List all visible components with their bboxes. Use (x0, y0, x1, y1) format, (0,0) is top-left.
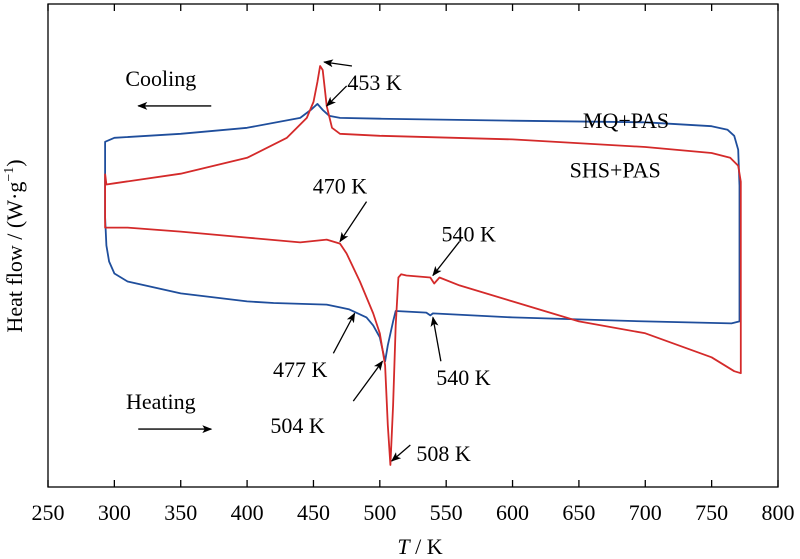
x-tick-label: 400 (231, 500, 264, 525)
x-tick-label: 450 (297, 500, 330, 525)
annotation-label: 540 K (442, 222, 497, 247)
annotation-label: 453 K (347, 70, 402, 95)
annotation-label: 540 K (436, 365, 491, 390)
y-axis-title-main: Heat flow / (W·g (2, 182, 27, 333)
x-tick-label: 500 (363, 500, 396, 525)
cooling-label: Cooling (125, 66, 196, 91)
annotation-label: 470 K (313, 174, 368, 199)
annotation-arrow (332, 312, 356, 354)
annotation-arrow (432, 241, 460, 277)
annotation-arrow (352, 360, 384, 402)
x-tick-label: 700 (629, 500, 662, 525)
annotation-label: 477 K (273, 357, 328, 382)
x-tick-label: 550 (430, 500, 463, 525)
series-layer (104, 65, 742, 466)
legend-label-mq-pas: MQ+PAS (583, 108, 669, 133)
series-shs-pas-line (104, 65, 742, 466)
plot-border (47, 3, 779, 488)
x-tick-label: 750 (695, 500, 728, 525)
legend-label-shs-pas: SHS+PAS (570, 158, 661, 183)
annotation-layer: 453 K 470 K 540 K 477 K 540 K 504 K 508 K (137, 59, 497, 466)
x-axis-title: T / K (397, 534, 442, 559)
x-tick-label: 250 (32, 500, 65, 525)
annotation-arrow (326, 85, 348, 107)
series-mq-pas-line (104, 103, 741, 363)
y-axis-title-sup: −1 (2, 167, 17, 182)
annotation-label: 508 K (416, 441, 471, 466)
heating-label: Heating (126, 389, 196, 414)
annotation-arrow (430, 316, 442, 362)
annotation-arrow (391, 444, 411, 462)
y-axis-title: Heat flow / (W·g−1) (2, 159, 27, 332)
x-axis-unit: / K (410, 534, 443, 559)
x-axis-variable: T (397, 534, 411, 559)
x-tick-label: 800 (762, 500, 795, 525)
x-tick-label: 600 (496, 500, 529, 525)
annotation-arrow (339, 201, 368, 243)
x-tick-label: 300 (98, 500, 131, 525)
plot-frame (47, 3, 779, 488)
x-tick-label: 350 (164, 500, 197, 525)
annotation-arrow (323, 59, 353, 68)
x-tick-label: 650 (562, 500, 595, 525)
y-axis-title-close: ) (2, 159, 27, 166)
annotation-label: 504 K (270, 413, 325, 438)
x-axis-ticks: 250 300 350 400 450 500 550 600 650 700 750 800 (32, 4, 795, 525)
